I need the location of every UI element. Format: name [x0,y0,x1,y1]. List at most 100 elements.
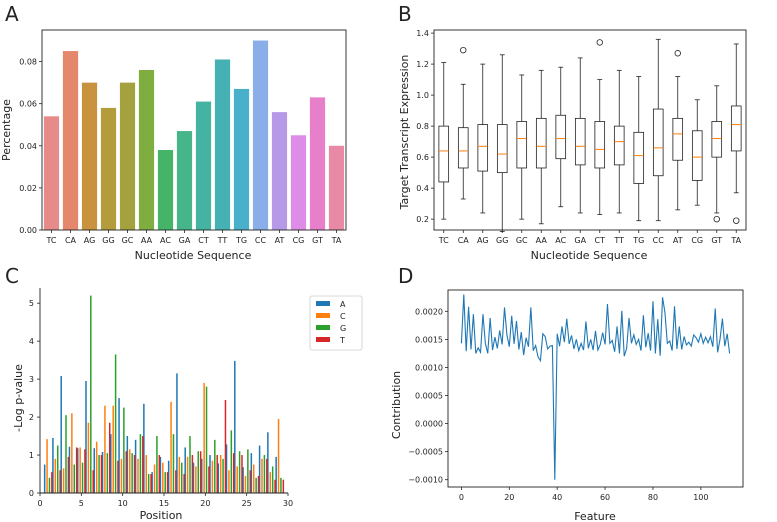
x-tick-label: AG [84,236,96,245]
bar-C-pos4 [71,413,73,493]
panel-d-ylabel: Contribution [390,371,403,439]
bar-T-pos8 [108,422,111,493]
bar-C-pos3 [62,468,65,493]
bar-G-pos18 [189,436,191,493]
y-tick-label: 0 [29,489,34,498]
x-tick-label: TC [45,236,56,245]
bar-A-pos29 [275,456,277,493]
box-GA [574,117,586,166]
bar-T-pos3 [67,456,70,493]
x-tick-label: GT [312,236,323,245]
bar-T-pos4 [75,447,78,493]
box-AC [555,114,567,160]
bar-C-pos7 [95,441,98,493]
bar-C-pos24 [236,466,238,493]
bar-T-pos26 [257,475,260,493]
bar-G-pos20 [205,386,208,493]
bar-A-pos2 [52,437,54,493]
bar-G-pos19 [197,451,200,493]
bar-A-pos18 [184,447,186,493]
panel-b-xlabel: Nucleotide Sequence [531,249,648,262]
bar-A-pos26 [250,453,253,493]
x-tick-label: CC [653,236,665,245]
x-tick-label: AT [673,236,683,245]
outlier-CA [460,46,467,54]
bar-C-pos13 [145,455,148,493]
bar-G-pos25 [247,449,249,493]
bar-G-pos16 [172,434,175,493]
bar-A-pos14 [151,472,153,493]
bar-AA [138,70,155,230]
box-TT [613,125,625,166]
bar-G-pos26 [255,477,257,493]
x-tick-label: GC [516,236,528,245]
bar-A-pos1 [43,464,46,493]
legend-swatch-T [316,337,330,342]
bar-CA [62,51,79,231]
bar-TG [233,88,250,231]
y-tick-label: 3 [29,375,34,384]
outlier-GT [713,215,720,223]
bar-G-pos24 [238,451,241,493]
bar-T-pos28 [274,479,276,493]
bar-T-pos23 [232,453,235,493]
bar-G-pos23 [230,430,233,493]
x-tick-label: TA [331,236,342,245]
x-tick-label: GA [574,236,586,245]
legend-swatch-A [316,301,330,306]
bar-G-pos8 [106,453,109,493]
bar-GC [119,82,136,230]
y-tick-label: 5 [29,299,34,308]
bar-T-pos29 [282,479,285,493]
y-tick-label: 0.02 [19,184,37,193]
panel-d-xlabel: Feature [574,510,616,522]
outlier-AT [674,50,681,57]
bar-C-pos28 [269,472,272,493]
bar-C-pos10 [120,458,123,493]
bar-A-pos21 [209,455,211,493]
bar-CG [290,135,307,230]
bar-A-pos16 [167,460,170,493]
bar-T-pos11 [133,455,136,493]
box-GC [516,121,528,169]
bar-A-pos13 [143,403,145,493]
x-tick-label: TA [730,236,741,245]
bar-G-pos1 [48,477,51,493]
bar-C-pos16 [170,401,172,493]
x-tick-label: TG [235,236,247,245]
y-tick-label: 0.2 [416,215,429,224]
bar-A-pos28 [267,432,269,493]
bar-A-pos11 [126,436,129,493]
box-CT [594,121,606,169]
x-tick-label: GG [102,236,114,245]
bar-G-pos9 [114,354,117,493]
bar-GA [176,131,193,230]
bar-AT [271,112,288,230]
bar-T-pos9 [117,460,119,493]
bar-A-pos6 [85,381,87,493]
bar-C-pos2 [54,458,57,493]
bar-T-pos24 [241,455,243,493]
x-tick-label: GA [179,236,191,245]
y-tick-label: −0.0005 [408,448,443,457]
bar-A-pos20 [200,458,203,493]
bar-T-pos15 [166,472,169,493]
y-tick-label: 1.4 [416,29,429,38]
y-tick-label: 0.04 [19,142,37,151]
x-tick-label: 15 [159,499,169,508]
y-tick-label: 0.0005 [415,392,443,401]
bar-T-pos13 [150,474,152,493]
contribution-line [460,294,731,480]
x-tick-label: 40 [552,493,562,502]
x-tick-label: GC [122,236,134,245]
bar-C-pos11 [128,449,131,493]
y-tick-label: 0.4 [416,184,429,193]
bar-A-pos9 [110,434,112,493]
y-tick-label: 1 [29,451,34,460]
x-tick-label: 5 [79,499,84,508]
bar-AG [81,82,98,230]
y-tick-label: 0.0020 [415,307,443,316]
bar-C-pos23 [228,470,230,493]
x-tick-label: CT [595,236,606,245]
box-TC [438,125,450,183]
